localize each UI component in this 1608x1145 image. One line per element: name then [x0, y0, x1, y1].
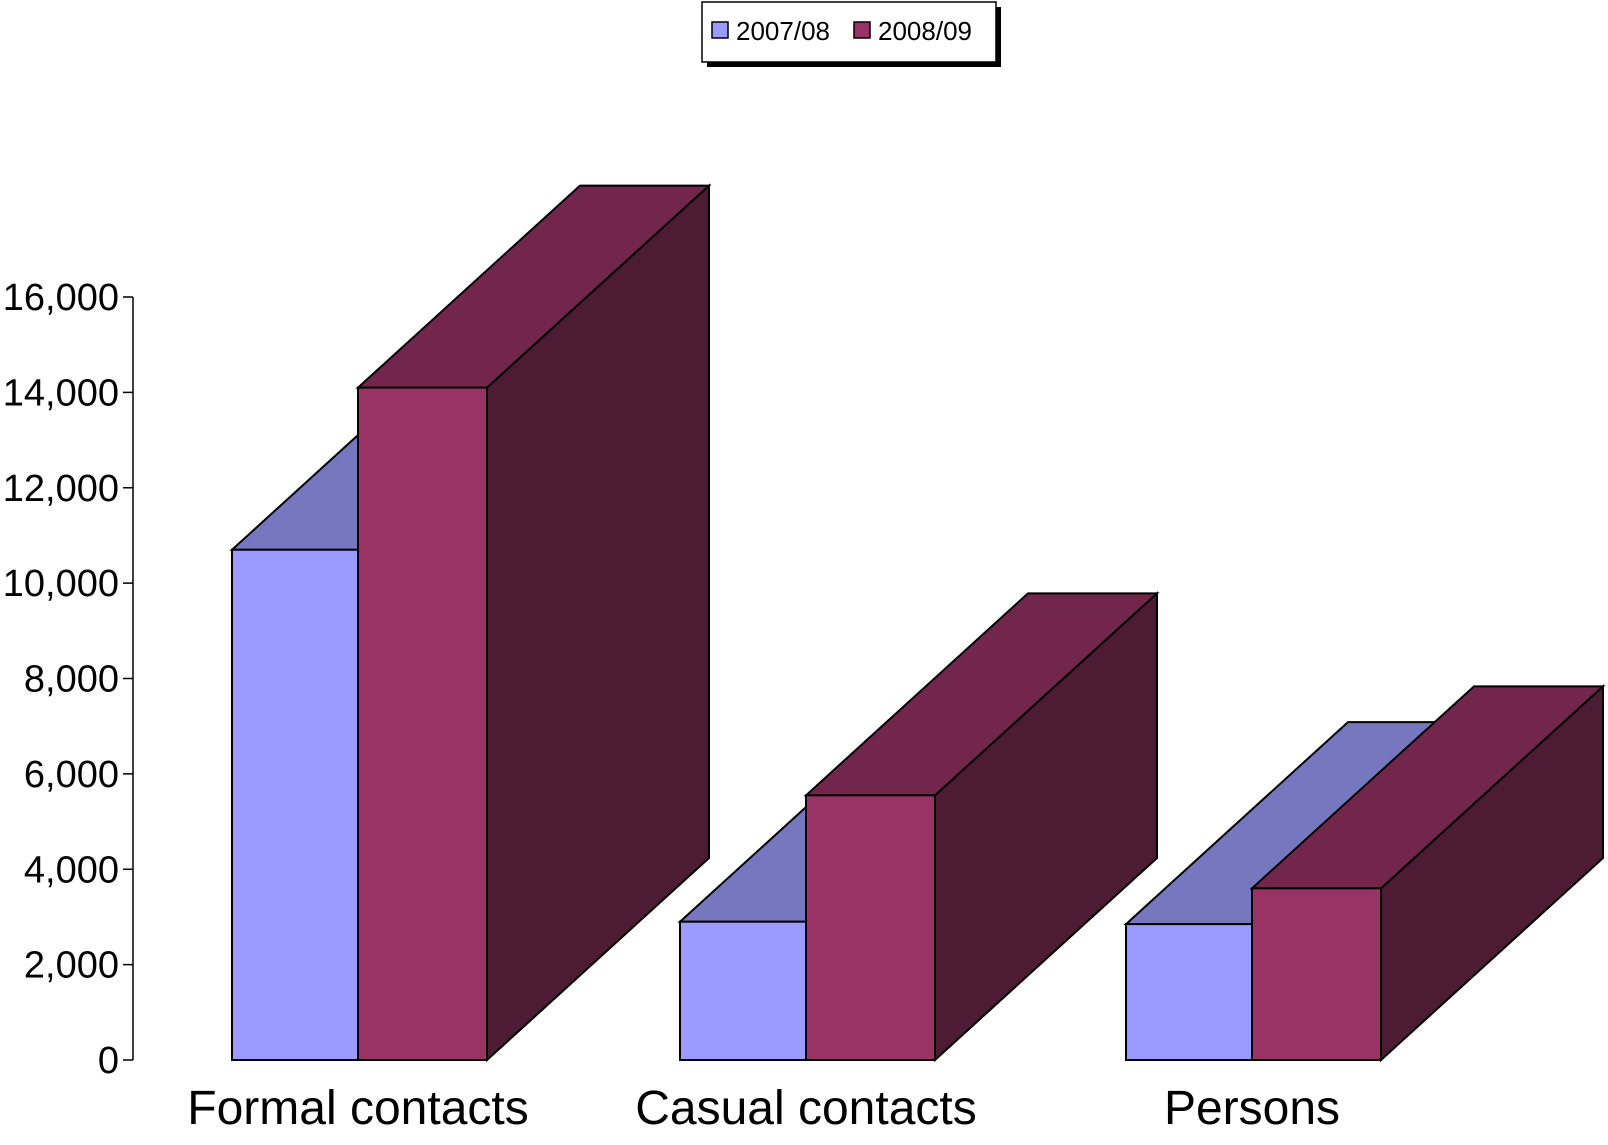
bar-2008-09 — [1251, 887, 1382, 1062]
y-axis: 0 2,000 4,000 6,000 8,000 10,000 12,000 14,000 1… — [3, 277, 134, 1082]
legend-label: 2008/09 — [878, 16, 972, 46]
legend-swatch — [853, 21, 871, 39]
bars-layer — [229, 183, 1606, 1063]
bar-group — [229, 183, 712, 1063]
y-tick-label: 4,000 — [24, 849, 119, 891]
y-tick-label: 0 — [98, 1040, 119, 1082]
bar-2007-08 — [679, 920, 807, 1061]
y-tick-label: 6,000 — [24, 754, 119, 796]
y-tick-label: 14,000 — [3, 372, 119, 414]
bar-2007-08 — [231, 548, 359, 1062]
category-label: Casual contacts — [635, 1082, 977, 1135]
y-tick-label: 8,000 — [24, 659, 119, 701]
bar-2008-09 — [805, 794, 936, 1061]
category-label: Formal contacts — [187, 1082, 528, 1135]
bar-group — [1123, 684, 1606, 1063]
bar-2008-09 — [357, 386, 488, 1061]
y-tick-label: 2,000 — [24, 945, 119, 987]
bar-group — [677, 591, 1160, 1063]
legend-label: 2007/08 — [736, 16, 830, 46]
legend-box — [701, 1, 997, 63]
y-tick-label: 10,000 — [3, 563, 119, 605]
y-tick-label: 12,000 — [3, 468, 119, 510]
category-label: Persons — [1164, 1082, 1340, 1135]
legend: 2007/08 2008/09 — [701, 1, 1001, 67]
legend-swatch — [711, 21, 729, 39]
y-tick-label: 16,000 — [3, 277, 119, 319]
category-labels: Formal contacts Casual contacts Persons — [187, 1082, 1340, 1135]
bar-2007-08 — [1125, 923, 1253, 1062]
